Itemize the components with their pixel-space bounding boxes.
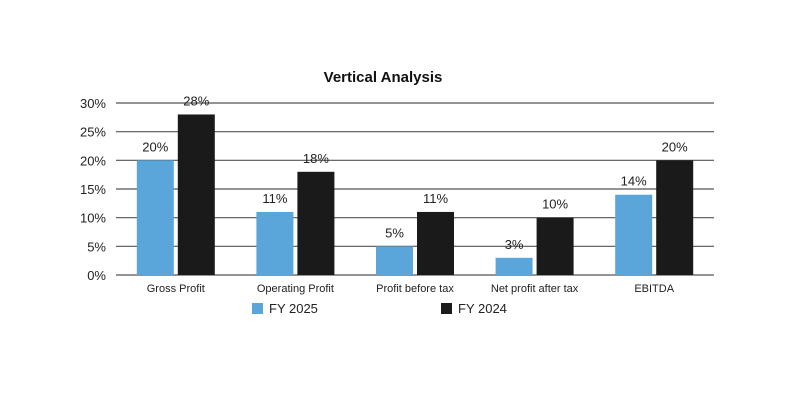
y-tick-label: 5% xyxy=(87,239,106,254)
data-label: 11% xyxy=(423,191,448,206)
x-category-label: Profit before tax xyxy=(376,283,454,295)
data-label: 3% xyxy=(505,237,524,252)
bar-fy2024 xyxy=(536,217,574,275)
bar-fy2024 xyxy=(297,171,335,275)
y-tick-label: 30% xyxy=(80,96,106,111)
data-label: 10% xyxy=(542,197,568,212)
bar-fy2024 xyxy=(656,160,694,275)
legend: FY 2025 FY 2024 xyxy=(252,301,507,316)
y-tick-label: 10% xyxy=(80,211,106,226)
bar-fy2025 xyxy=(256,211,294,275)
legend-swatch xyxy=(252,303,263,314)
bar-fy2024 xyxy=(177,114,215,275)
bar-fy2025 xyxy=(376,246,413,275)
gridlines xyxy=(116,102,714,276)
y-tick-label: 15% xyxy=(80,182,106,197)
data-labels: 20% 28% 11% 18% 5% 11% 3% 10% 14% 20% xyxy=(142,93,688,251)
y-tick-label: 25% xyxy=(80,125,106,140)
legend-swatch xyxy=(441,303,452,314)
bar-fy2025 xyxy=(615,194,653,275)
legend-label: FY 2024 xyxy=(458,301,507,316)
data-label: 11% xyxy=(262,191,287,206)
bar-fy2024 xyxy=(417,211,454,275)
data-label: 5% xyxy=(385,225,404,240)
data-label: 14% xyxy=(621,174,647,189)
x-category-label: Gross Profit xyxy=(147,283,205,295)
data-label: 20% xyxy=(142,139,168,154)
y-tick-label: 0% xyxy=(87,268,106,283)
x-category-label: Operating Profit xyxy=(257,283,334,295)
data-label: 18% xyxy=(303,151,329,166)
data-label: 28% xyxy=(183,93,209,108)
x-axis: Gross Profit Operating Profit Profit befor… xyxy=(147,283,675,295)
legend-label: FY 2025 xyxy=(269,301,318,316)
x-category-label: EBITDA xyxy=(634,283,674,295)
y-tick-label: 20% xyxy=(80,153,106,168)
bars xyxy=(136,114,694,275)
data-label: 20% xyxy=(662,139,688,154)
y-axis: 0% 5% 10% 15% 20% 25% 30% xyxy=(80,96,106,283)
bar-fy2025 xyxy=(495,257,533,275)
x-category-label: Net profit after tax xyxy=(491,283,579,295)
bar-fy2025 xyxy=(136,160,174,275)
chart-title: Vertical Analysis xyxy=(324,69,443,86)
